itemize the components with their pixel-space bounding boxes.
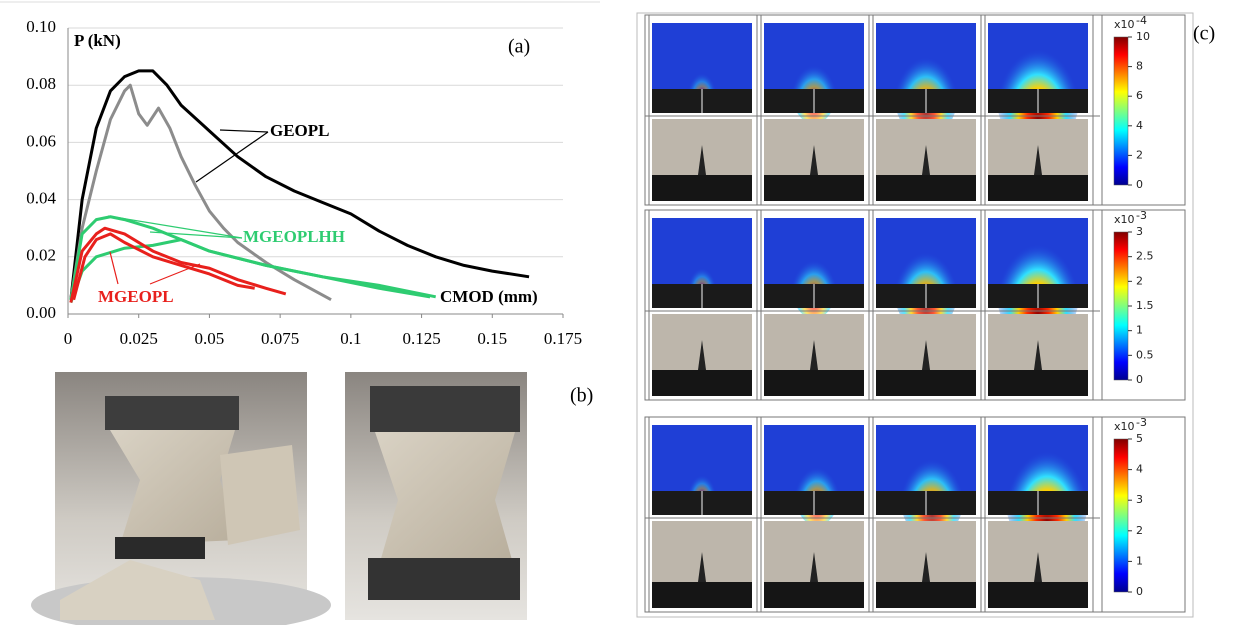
notch-photo (922, 340, 930, 370)
colorbar-tick-label: 3 (1136, 493, 1143, 506)
photo-base (764, 370, 864, 396)
annotation-arrow (149, 231, 243, 239)
notch-photo (810, 145, 818, 175)
chart: 0.00 0.02 0.04 0.06 0.08 0.10 0 0.025 0.05 0.075 0… (26, 17, 582, 348)
photo-base (652, 582, 752, 608)
colorbar-tick-label: 3 (1136, 225, 1143, 238)
photo-base (876, 370, 976, 396)
panel-label: (b) (570, 385, 593, 407)
colorbar-tick-label: 1 (1136, 324, 1143, 337)
notch-photo (698, 552, 706, 582)
series-line (69, 83, 332, 302)
annotation-arrow (149, 263, 201, 285)
y-tick-label: 0.00 (26, 303, 56, 322)
photo-base (876, 582, 976, 608)
series-line (72, 232, 255, 301)
colorbar-tick-label: 0 (1136, 373, 1143, 386)
colorbar-tick-label: 6 (1136, 89, 1143, 102)
notch-photo (1034, 340, 1042, 370)
colorbar-tick-label: 2 (1136, 274, 1143, 287)
x-tick-label: 0.025 (120, 329, 158, 348)
notch-photo (1034, 145, 1042, 175)
annotation-arrow (219, 129, 269, 133)
colorbar-unit: x10 (1114, 420, 1135, 433)
annotation-arrow (109, 251, 119, 285)
notch-photo (698, 145, 706, 175)
y-tick-label: 0.06 (26, 131, 56, 150)
x-tick-label: 0.15 (477, 329, 507, 348)
colorbar-tick-label: 0 (1136, 178, 1143, 191)
colorbar-tick-label: 2 (1136, 524, 1143, 537)
annotation-arrow (107, 215, 243, 239)
colorbar-unit: x10 (1114, 213, 1135, 226)
notch-photo (922, 145, 930, 175)
y-tick-label: 0.02 (26, 246, 56, 265)
y-tick-label: 0.08 (26, 74, 56, 93)
colorbar-tick-label: 5 (1136, 432, 1143, 445)
panel-label: (a) (508, 36, 530, 58)
x-tick-label: 0.1 (340, 329, 361, 348)
colorbar-tick-label: 0 (1136, 585, 1143, 598)
colorbar-tick-label: 10 (1136, 30, 1150, 43)
colorbar-exponent: -3 (1136, 209, 1147, 222)
photo-base (652, 175, 752, 201)
series-line (69, 226, 287, 303)
notch-photo (1034, 552, 1042, 582)
notch-photo (922, 552, 930, 582)
photo-base (988, 370, 1088, 396)
colorbar (1113, 438, 1129, 593)
y-tick-label: 0.10 (26, 17, 56, 36)
notch-photo (810, 552, 818, 582)
notch-photo (698, 340, 706, 370)
colorbar-tick-label: 8 (1136, 60, 1143, 73)
colorbar-tick-label: 2.5 (1136, 250, 1154, 263)
colorbar-tick-label: 4 (1136, 119, 1143, 132)
photo-right (345, 372, 527, 620)
notch-photo (810, 340, 818, 370)
colorbar-tick-label: 1 (1136, 554, 1143, 567)
colorbar (1113, 36, 1129, 186)
x-tick-label: 0.175 (544, 329, 582, 348)
panel-label: (c) (1193, 23, 1215, 45)
photo-base (764, 175, 864, 201)
colorbar-exponent: -4 (1136, 14, 1147, 27)
photo-left (31, 372, 331, 625)
colorbar-tick-label: 2 (1136, 148, 1143, 161)
photo-base (876, 175, 976, 201)
series-line (69, 238, 431, 304)
annotation: GEOPL (270, 121, 330, 140)
y-axis-label: P (kN) (74, 31, 121, 50)
colorbar-tick-label: 1.5 (1136, 299, 1154, 312)
series-line (69, 69, 530, 300)
annotation-arrow (195, 131, 269, 183)
x-tick-label: 0.05 (195, 329, 225, 348)
panel-frame (636, 12, 1194, 618)
colorbar-tick-label: 4 (1136, 463, 1143, 476)
colorbar (1113, 231, 1129, 381)
x-tick-label: 0 (64, 329, 73, 348)
colorbar-tick-label: 0.5 (1136, 348, 1154, 361)
annotation: MGEOPLHH (243, 227, 345, 246)
colorbar-unit: x10 (1114, 18, 1135, 31)
photo-base (988, 175, 1088, 201)
x-tick-label: 0.075 (261, 329, 299, 348)
y-tick-label: 0.04 (26, 189, 56, 208)
photo-base (764, 582, 864, 608)
photo-base (652, 370, 752, 396)
annotation: MGEOPL (98, 287, 174, 306)
x-axis-label: CMOD (mm) (440, 287, 538, 306)
x-tick-label: 0.125 (402, 329, 440, 348)
photo-base (988, 582, 1088, 608)
colorbar-exponent: -3 (1136, 416, 1147, 429)
